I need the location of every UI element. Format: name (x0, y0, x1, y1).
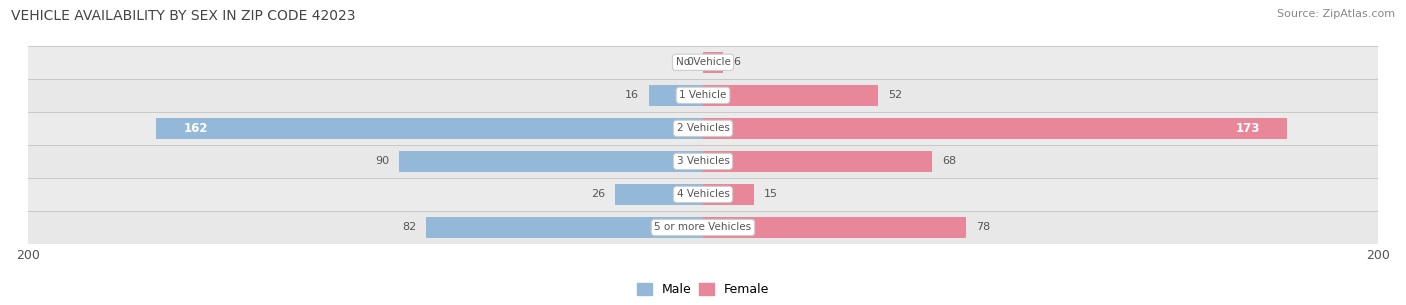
Text: 5 or more Vehicles: 5 or more Vehicles (654, 222, 752, 232)
Text: 3 Vehicles: 3 Vehicles (676, 156, 730, 167)
Bar (616, 184, 703, 205)
Text: 6: 6 (734, 57, 741, 67)
Bar (703, 217, 966, 238)
Bar (426, 217, 703, 238)
Text: 26: 26 (591, 189, 605, 199)
Bar (650, 85, 703, 106)
Text: 78: 78 (976, 222, 991, 232)
Bar (28, 79, 1378, 112)
Bar (28, 112, 1378, 145)
Bar (28, 46, 1378, 79)
Bar (703, 85, 879, 106)
Text: 162: 162 (183, 122, 208, 135)
Text: VEHICLE AVAILABILITY BY SEX IN ZIP CODE 42023: VEHICLE AVAILABILITY BY SEX IN ZIP CODE … (11, 9, 356, 23)
Text: 16: 16 (624, 90, 638, 100)
Text: 4 Vehicles: 4 Vehicles (676, 189, 730, 199)
Bar (28, 145, 1378, 178)
Text: 2 Vehicles: 2 Vehicles (676, 123, 730, 133)
Bar (703, 52, 723, 73)
Text: 0: 0 (686, 57, 693, 67)
Bar (28, 211, 1378, 244)
Legend: Male, Female: Male, Female (631, 278, 775, 301)
Bar (28, 178, 1378, 211)
Text: 68: 68 (942, 156, 956, 167)
Bar (703, 151, 932, 172)
Bar (156, 118, 703, 138)
Text: 82: 82 (402, 222, 416, 232)
Text: 173: 173 (1236, 122, 1260, 135)
Text: 15: 15 (763, 189, 778, 199)
Bar (703, 184, 754, 205)
Bar (399, 151, 703, 172)
Text: Source: ZipAtlas.com: Source: ZipAtlas.com (1277, 9, 1395, 19)
Text: 1 Vehicle: 1 Vehicle (679, 90, 727, 100)
Bar (703, 118, 1286, 138)
Text: 52: 52 (889, 90, 903, 100)
Text: 90: 90 (375, 156, 389, 167)
Text: No Vehicle: No Vehicle (675, 57, 731, 67)
